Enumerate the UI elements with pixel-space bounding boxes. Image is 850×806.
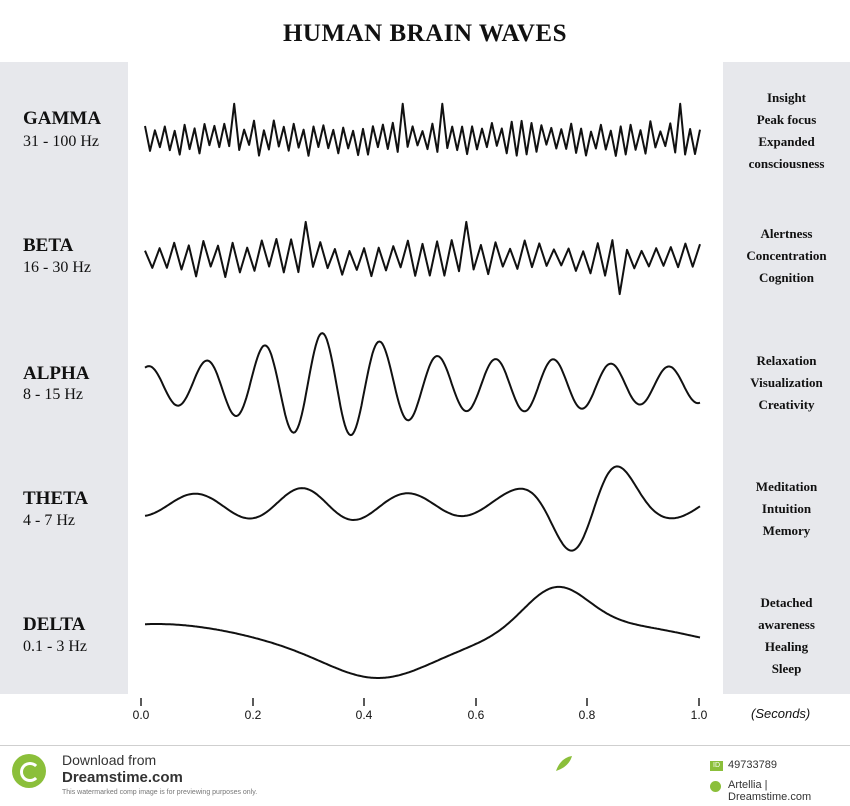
wave-freq-delta: 0.1 - 3 Hz (23, 638, 87, 655)
wave-name-delta: DELTA (23, 614, 86, 635)
page-title: HUMAN BRAIN WAVES (282, 20, 567, 47)
state-item: awareness (758, 617, 815, 632)
state-item: Peak focus (756, 112, 817, 127)
state-item: Intuition (761, 501, 812, 516)
tick-label: 0.8 (578, 708, 596, 722)
mental-state-panel (723, 62, 850, 694)
state-item: Creativity (758, 397, 815, 412)
wave-name-panel (0, 62, 128, 694)
brand-link[interactable]: Dreamstime.com (62, 769, 183, 786)
download-from-text: Download from (62, 752, 157, 768)
wave-name-alpha: ALPHA (23, 363, 90, 384)
axis-ticks (140, 698, 700, 706)
state-item: Insight (766, 90, 807, 105)
id-badge: ID (710, 761, 723, 771)
alpha-wave (144, 332, 701, 437)
state-item: Alertness (760, 226, 813, 241)
theta-wave (144, 465, 701, 552)
tick-label: 0.4 (355, 708, 373, 722)
tick-label: 0.6 (467, 708, 485, 722)
wave-freq-beta: 16 - 30 Hz (23, 259, 91, 276)
state-item: Memory (762, 523, 811, 538)
watermark-notice: This watermarked comp image is for previ… (62, 789, 258, 796)
wave-freq-theta: 4 - 7 Hz (23, 512, 75, 529)
image-id: 49733789 (728, 759, 777, 771)
copyright-icon (710, 781, 721, 792)
beta-states: Alertness Concentration Cognition (723, 223, 850, 289)
axis-unit-label: (Seconds) (751, 706, 811, 721)
state-item: Sleep (771, 661, 802, 676)
state-item: consciousness (748, 156, 825, 171)
wave-name-beta: BETA (23, 235, 74, 256)
beta-wave (144, 220, 701, 296)
state-item: Healing (764, 639, 809, 654)
state-item: Cognition (759, 270, 814, 285)
tick-label: 0.2 (244, 708, 262, 722)
wave-freq-alpha: 8 - 15 Hz (23, 386, 83, 403)
theta-states: Meditation Intuition Memory (723, 476, 850, 542)
tick-label: 0.0 (132, 708, 150, 722)
gamma-states: Insight Peak focus Expanded consciousnes… (723, 87, 850, 175)
wave-name-theta: THETA (23, 488, 89, 509)
state-item: Expanded (758, 134, 815, 149)
delta-wave (145, 585, 701, 679)
divider (0, 745, 850, 746)
wave-name-gamma: GAMMA (23, 108, 102, 129)
alpha-states: Relaxation Visualization Creativity (723, 350, 850, 416)
author-credit[interactable]: Artellia | Dreamstime.com (728, 779, 812, 803)
leaf-icon (556, 756, 572, 771)
tick-label: 1.0 (690, 708, 708, 722)
state-item: Concentration (746, 248, 827, 263)
delta-states: Detached awareness Healing Sleep (723, 592, 850, 680)
gamma-wave (144, 102, 701, 157)
state-item: Relaxation (756, 353, 817, 368)
watermark-footer (0, 740, 850, 806)
dreamstime-logo-icon (12, 754, 46, 788)
state-item: Visualization (750, 375, 823, 390)
wave-freq-gamma: 31 - 100 Hz (23, 133, 99, 150)
state-item: Meditation (755, 479, 818, 494)
state-item: Detached (760, 595, 813, 610)
